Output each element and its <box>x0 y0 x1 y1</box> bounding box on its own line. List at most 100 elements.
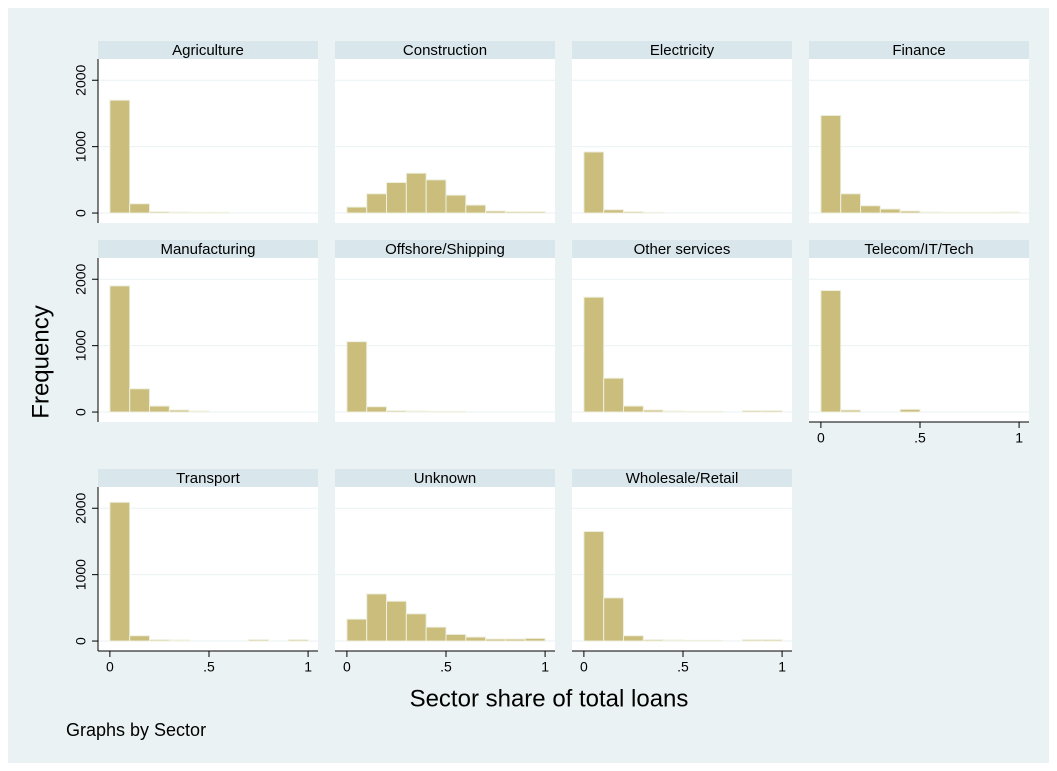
bar <box>425 626 447 642</box>
x-tick-label: 0 <box>580 659 588 675</box>
bar <box>405 613 427 642</box>
bar <box>662 639 684 642</box>
y-tick-label: 2000 <box>73 64 89 95</box>
bar <box>623 211 644 214</box>
bar <box>583 151 605 214</box>
bar <box>445 410 467 413</box>
bar <box>524 211 546 214</box>
plot-area <box>572 59 792 223</box>
bar <box>524 637 546 642</box>
bar <box>603 377 625 413</box>
bar <box>919 211 941 214</box>
bar <box>978 211 1000 214</box>
bar <box>860 205 881 214</box>
bar <box>702 410 724 413</box>
bar <box>682 410 704 413</box>
panel-title: Offshore/Shipping <box>385 241 505 258</box>
strip <box>572 240 792 258</box>
bar <box>840 193 862 214</box>
panel-title: Wholesale/Retail <box>626 470 739 487</box>
panel-title: Agriculture <box>172 42 244 59</box>
bar <box>386 181 407 214</box>
panel-title: Transport <box>176 470 240 487</box>
bar <box>840 409 862 413</box>
bar <box>425 179 447 214</box>
bar <box>820 114 842 214</box>
bar <box>129 203 151 214</box>
bar <box>149 639 170 642</box>
x-tick-label: 0 <box>343 659 351 675</box>
plot-area <box>98 487 318 651</box>
x-tick-label: .5 <box>914 430 926 446</box>
bar <box>702 639 724 642</box>
strip <box>335 240 555 258</box>
bar <box>504 638 526 642</box>
x-tick-label: 1 <box>541 659 549 675</box>
bar <box>504 211 526 214</box>
bar <box>149 405 170 413</box>
plot-area <box>98 59 318 223</box>
note: Graphs by Sector <box>66 720 206 740</box>
plot-area <box>335 258 555 422</box>
strip <box>572 41 792 59</box>
bar <box>129 635 151 642</box>
x-tick-label: .5 <box>440 659 452 675</box>
bar <box>642 409 664 413</box>
strip <box>809 240 1029 258</box>
bar <box>820 290 842 413</box>
y-tick-label: 1000 <box>73 559 89 590</box>
bar <box>346 206 368 214</box>
bar <box>642 639 664 642</box>
bar <box>998 211 1020 214</box>
bar <box>959 211 980 214</box>
bar <box>188 211 210 214</box>
bar <box>741 639 763 642</box>
strip <box>809 41 1029 59</box>
bar <box>741 410 763 413</box>
bar <box>386 410 407 413</box>
bar <box>879 208 901 214</box>
panel-title: Construction <box>403 42 487 59</box>
bar <box>485 210 506 214</box>
bar <box>405 172 427 214</box>
strip <box>335 41 555 59</box>
bar <box>346 341 368 413</box>
bar <box>425 410 447 413</box>
bar <box>129 388 151 413</box>
bar <box>366 593 388 642</box>
bar <box>346 618 368 642</box>
bar <box>109 501 131 642</box>
panel-title: Electricity <box>650 42 715 59</box>
x-tick-label: 0 <box>106 659 114 675</box>
panel-title: Unknown <box>414 470 477 487</box>
bar <box>899 210 921 214</box>
bar <box>188 410 210 413</box>
bar <box>109 285 131 413</box>
bar <box>366 193 388 214</box>
bar <box>603 209 625 214</box>
bar <box>208 211 230 214</box>
bar <box>445 633 467 642</box>
y-tick-label: 0 <box>73 637 89 645</box>
y-axis-title: Frequency <box>27 305 54 418</box>
x-tick-label: .5 <box>203 659 215 675</box>
bar <box>603 597 625 642</box>
bar <box>761 410 783 413</box>
x-tick-label: 1 <box>1015 430 1023 446</box>
y-tick-label: 1000 <box>73 330 89 361</box>
x-tick-label: 0 <box>817 430 825 446</box>
x-tick-label: 1 <box>304 659 312 675</box>
bar <box>583 530 605 642</box>
bar <box>248 639 269 642</box>
bar <box>405 410 427 413</box>
x-axis-title: Sector share of total loans <box>410 685 689 712</box>
bar <box>465 204 487 214</box>
bar <box>662 410 684 413</box>
bar <box>445 194 467 214</box>
strip <box>98 240 318 258</box>
y-tick-label: 0 <box>73 209 89 217</box>
panel-title: Finance <box>892 42 945 59</box>
strip <box>98 41 318 59</box>
panel-title: Manufacturing <box>160 241 255 258</box>
